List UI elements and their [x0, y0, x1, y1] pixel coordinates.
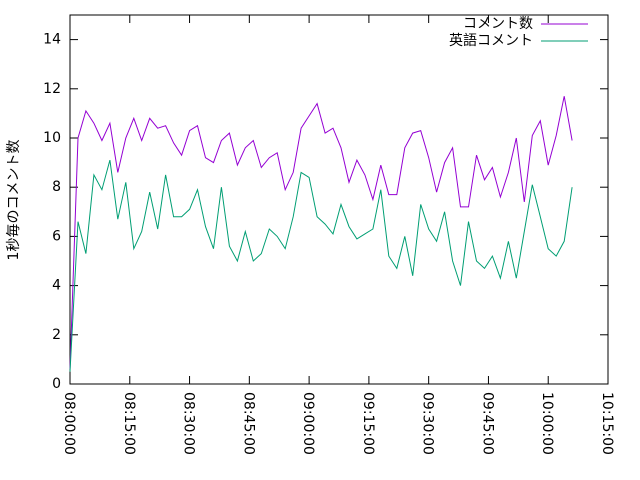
y-tick-label: 14 [43, 32, 61, 48]
x-tick-label: 08:30:00 [181, 392, 197, 455]
y-tick-label: 10 [43, 130, 61, 146]
series-line [69, 159, 573, 372]
y-tick-label: 12 [43, 81, 61, 97]
x-tick-label: 08:45:00 [240, 392, 256, 455]
legend-label: コメント数 [463, 16, 533, 32]
legend-label: 英語コメント [449, 32, 533, 49]
x-tick-label: 09:15:00 [360, 392, 376, 455]
y-tick-label: 8 [52, 179, 61, 195]
y-tick-label: 2 [52, 327, 61, 343]
x-tick-label: 08:00:00 [61, 392, 77, 455]
y-tick-label: 4 [52, 278, 61, 294]
y-axis-label: 1秒毎のコメント数 [6, 140, 22, 261]
x-tick-label: 10:00:00 [539, 392, 555, 455]
x-tick-label: 10:15:00 [599, 392, 615, 455]
x-tick-label: 09:00:00 [300, 392, 316, 455]
series-line [69, 96, 573, 370]
x-tick-label: 08:15:00 [121, 392, 137, 455]
x-tick-label: 09:30:00 [420, 392, 436, 455]
x-tick-label: 09:45:00 [479, 392, 495, 455]
plot-border [69, 14, 609, 385]
y-tick-label: 0 [52, 376, 61, 392]
y-tick-label: 6 [52, 228, 61, 244]
